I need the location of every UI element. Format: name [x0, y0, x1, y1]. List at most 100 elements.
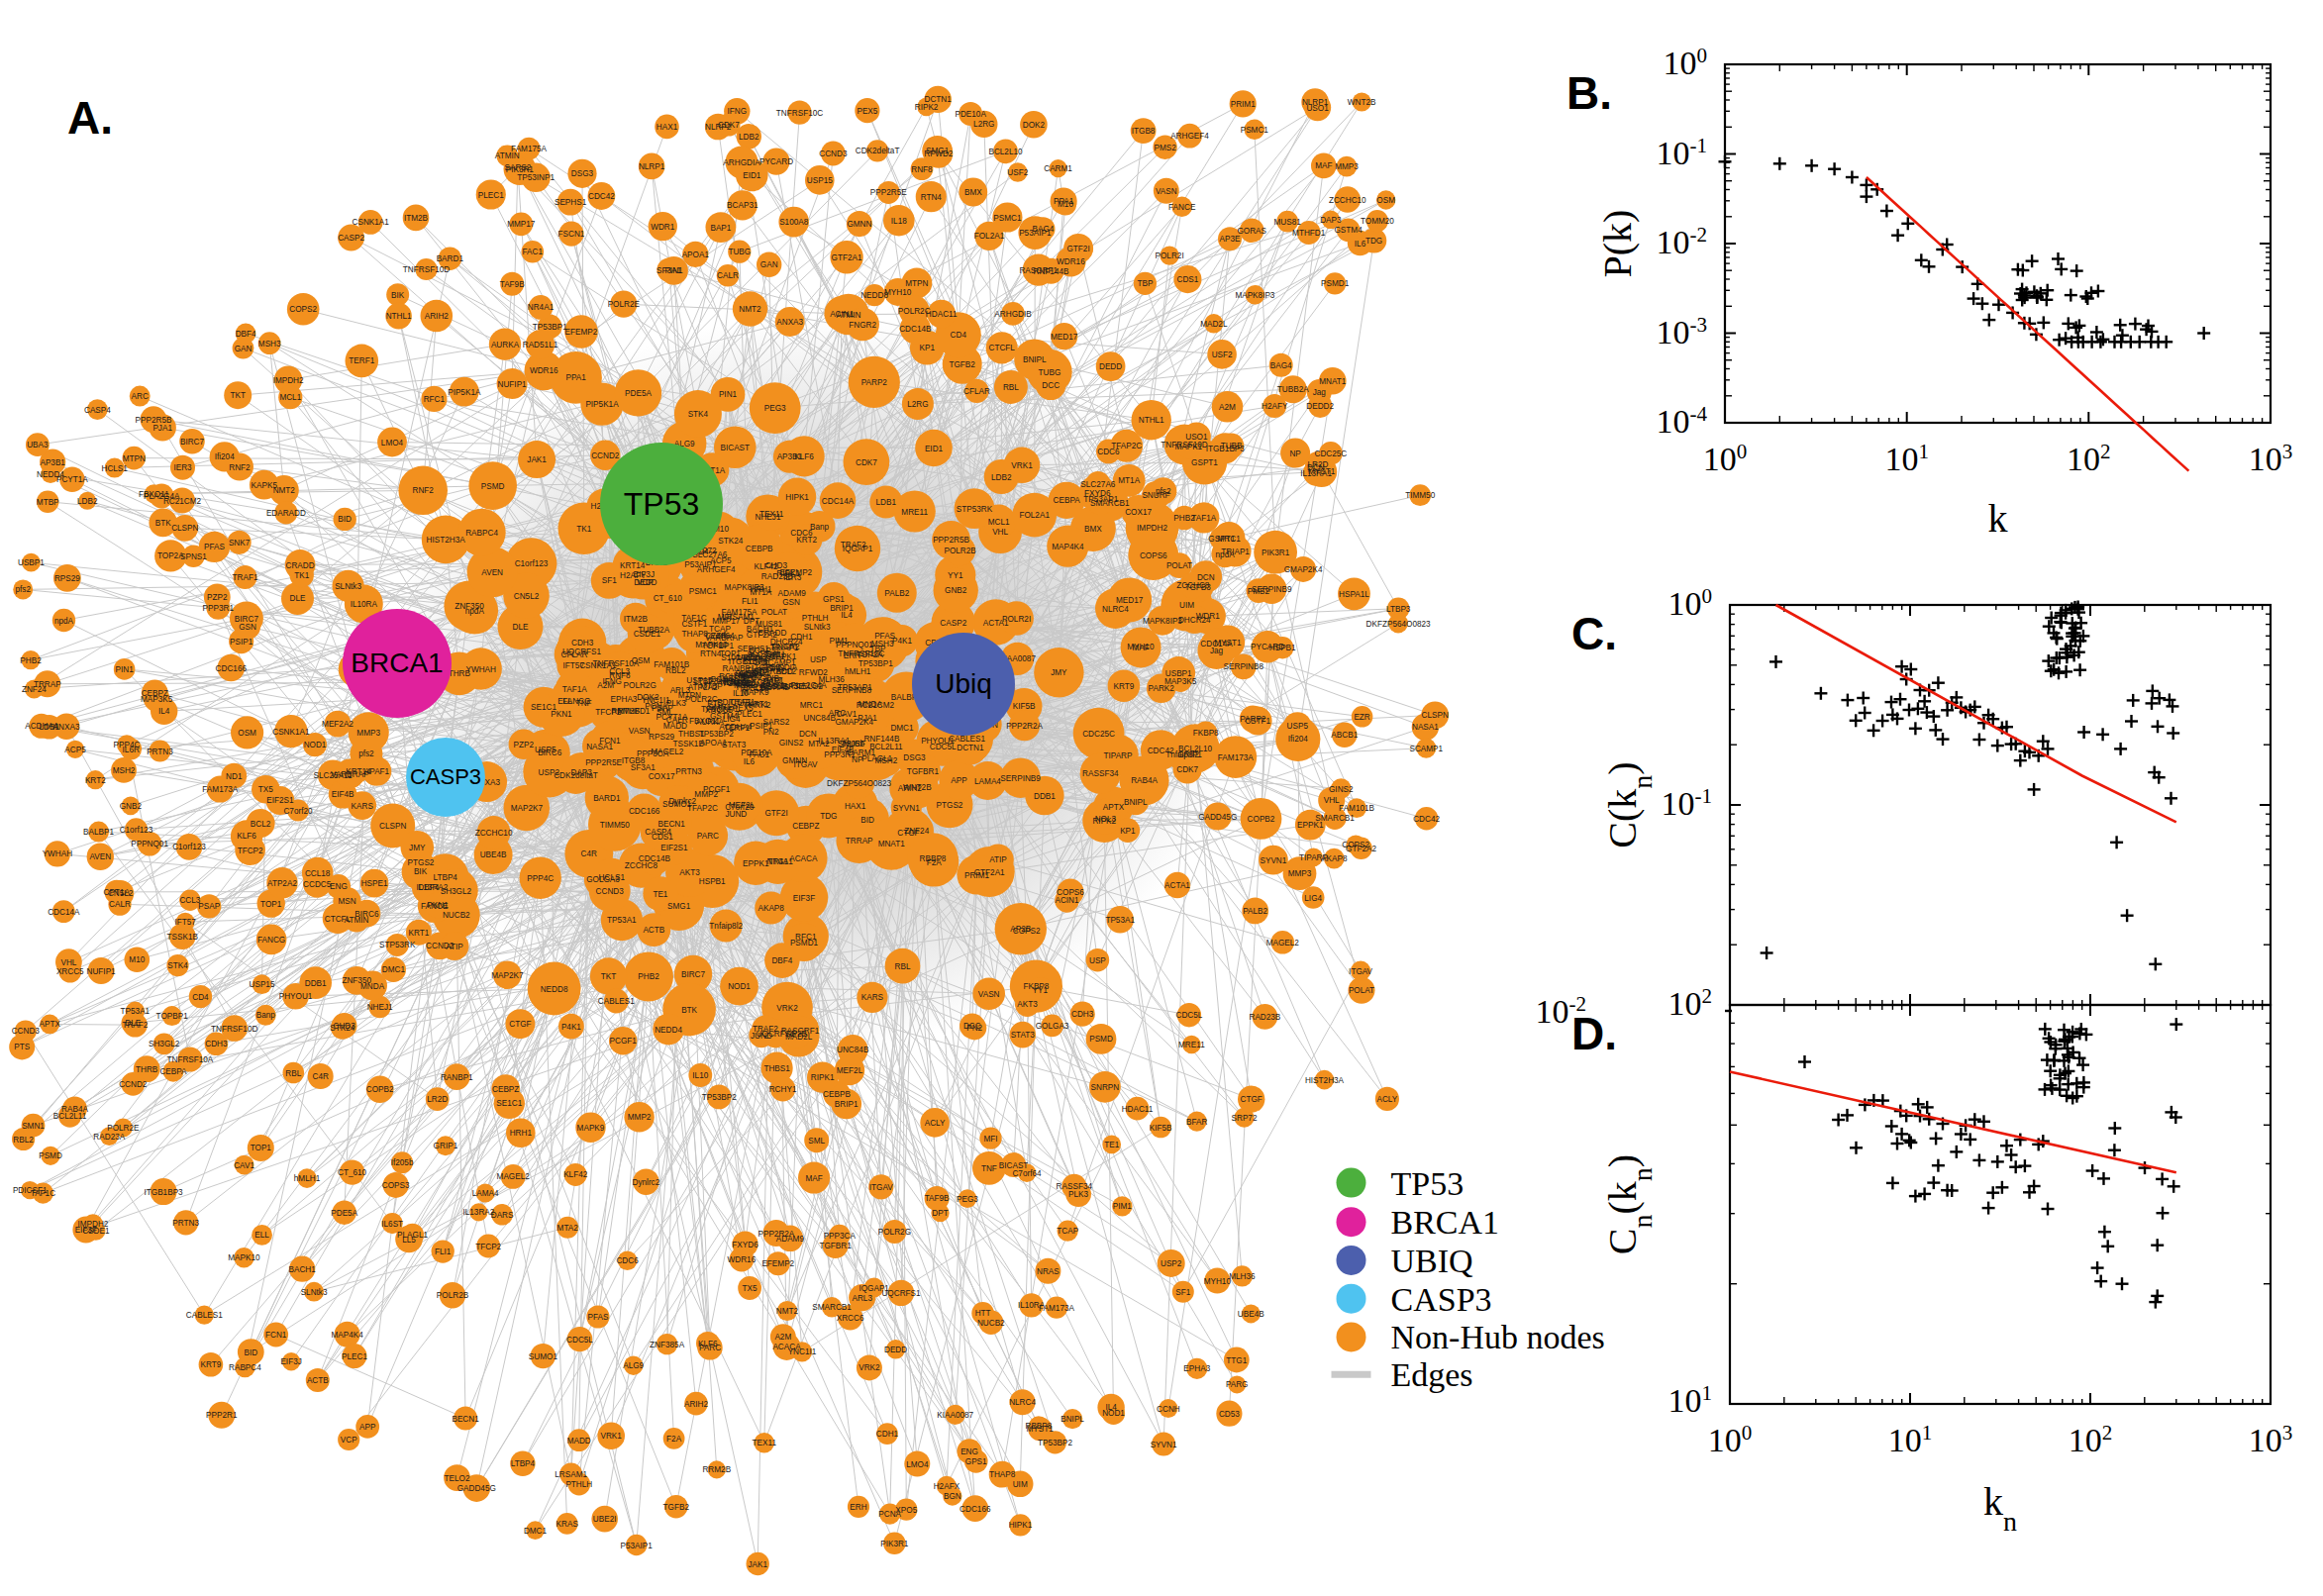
svg-text:CSDE1: CSDE1 — [634, 630, 661, 639]
svg-text:YWHAH: YWHAH — [465, 665, 496, 674]
svg-text:RAD23B: RAD23B — [761, 572, 793, 581]
svg-text:SPNS1: SPNS1 — [180, 552, 207, 561]
svg-text:NOD1: NOD1 — [728, 982, 751, 991]
svg-text:PRTN3: PRTN3 — [675, 767, 702, 776]
svg-text:CDH1: CDH1 — [876, 1430, 899, 1439]
svg-text:MMP17: MMP17 — [507, 220, 536, 229]
svg-text:PPA1: PPA1 — [565, 373, 586, 382]
svg-text:PPP2R2A: PPP2R2A — [1006, 722, 1043, 731]
svg-text:If205b: If205b — [391, 1158, 414, 1167]
svg-text:TP53BP1: TP53BP1 — [533, 323, 567, 332]
svg-text:C7orf20: C7orf20 — [283, 807, 313, 816]
svg-text:BRCA1: BRCA1 — [1391, 1204, 1500, 1241]
svg-text:Dynlrc2: Dynlrc2 — [633, 1178, 660, 1187]
svg-text:GSTM4: GSTM4 — [710, 712, 739, 721]
svg-text:CDC14B: CDC14B — [639, 854, 671, 863]
svg-text:PLA2G4A: PLA2G4A — [144, 492, 180, 501]
svg-text:TUBG: TUBG — [1039, 368, 1061, 377]
svg-text:DBF4: DBF4 — [771, 956, 792, 965]
svg-text:D.: D. — [1571, 1008, 1617, 1059]
svg-text:PPP3CA: PPP3CA — [824, 1232, 857, 1241]
svg-text:POLAT: POLAT — [1166, 561, 1192, 570]
svg-text:AKAP8: AKAP8 — [758, 904, 784, 913]
svg-text:MEF2L: MEF2L — [837, 1066, 863, 1075]
svg-text:VRK1: VRK1 — [1011, 461, 1033, 470]
svg-text:TRRAP: TRRAP — [34, 680, 61, 689]
svg-text:Tnfaip8l2: Tnfaip8l2 — [1165, 750, 1199, 759]
svg-text:MCL1: MCL1 — [279, 393, 301, 402]
svg-text:FOL2A1: FOL2A1 — [974, 232, 1005, 241]
svg-text:DSG3: DSG3 — [903, 753, 926, 762]
svg-text:MYH10: MYH10 — [1204, 1277, 1232, 1286]
svg-text:EID1: EID1 — [925, 445, 944, 453]
svg-text:CALR: CALR — [717, 271, 739, 280]
svg-text:TNFRSF10D: TNFRSF10D — [403, 265, 450, 274]
svg-text:RPS29: RPS29 — [649, 733, 674, 742]
svg-text:CD4: CD4 — [192, 993, 209, 1002]
svg-text:CEBPB: CEBPB — [746, 545, 773, 553]
svg-text:JUND: JUND — [751, 1032, 772, 1041]
svg-text:RNF8: RNF8 — [911, 165, 933, 174]
svg-text:ACIN1: ACIN1 — [1055, 896, 1079, 905]
svg-text:USP: USP — [810, 655, 827, 664]
svg-text:SF1: SF1 — [602, 576, 617, 585]
svg-text:PRIM1: PRIM1 — [964, 871, 989, 880]
svg-text:SYVN1: SYVN1 — [893, 804, 920, 813]
svg-text:CSNK1A1: CSNK1A1 — [353, 218, 390, 227]
svg-text:CDC42: CDC42 — [1413, 815, 1440, 824]
svg-text:USP: USP — [1089, 956, 1106, 965]
svg-text:DOK2: DOK2 — [1023, 121, 1046, 130]
svg-text:PARC: PARC — [697, 832, 719, 841]
svg-text:SARS2: SARS2 — [762, 718, 789, 727]
svg-text:Ifi204: Ifi204 — [1288, 735, 1308, 744]
svg-text:Edges: Edges — [1391, 1356, 1473, 1393]
svg-text:ANXA3: ANXA3 — [53, 723, 80, 732]
svg-text:RANBP1: RANBP1 — [441, 1073, 473, 1082]
svg-text:EFEMP2: EFEMP2 — [565, 328, 598, 337]
svg-text:DEDD: DEDD — [1099, 362, 1122, 371]
svg-text:APP: APP — [951, 776, 967, 785]
svg-text:COPS2: COPS2 — [1342, 841, 1369, 849]
svg-text:MRE11: MRE11 — [1178, 1041, 1205, 1049]
svg-text:KRT9: KRT9 — [1114, 682, 1135, 691]
svg-text:BIK: BIK — [414, 867, 428, 876]
svg-text:VRK1: VRK1 — [601, 1432, 623, 1441]
svg-text:ACACA: ACACA — [772, 1343, 801, 1351]
svg-text:FXYD6: FXYD6 — [732, 1241, 758, 1249]
svg-text:100: 100 — [1703, 440, 1748, 477]
svg-text:NEDD8: NEDD8 — [541, 985, 568, 994]
svg-text:TAF1C: TAF1C — [681, 614, 706, 623]
svg-text:VRK2: VRK2 — [776, 1004, 798, 1013]
svg-text:IQGAP1: IQGAP1 — [843, 545, 873, 553]
svg-text:SUMO1: SUMO1 — [662, 800, 692, 809]
svg-text:CDC14A: CDC14A — [48, 908, 80, 917]
svg-text:SARS2: SARS2 — [504, 163, 531, 172]
svg-text:POLR2G: POLR2G — [878, 1228, 911, 1237]
svg-text:GAN: GAN — [760, 260, 778, 269]
svg-text:GTF2I: GTF2I — [1066, 245, 1089, 253]
svg-text:TGFB2: TGFB2 — [663, 1503, 690, 1512]
svg-text:MAPK8IP3: MAPK8IP3 — [1235, 291, 1274, 300]
svg-text:CTGF: CTGF — [1241, 1095, 1262, 1104]
svg-text:BIRC6: BIRC6 — [354, 910, 379, 919]
svg-text:SERPINB9: SERPINB9 — [1252, 585, 1292, 594]
svg-text:ENG: ENG — [960, 1447, 978, 1456]
svg-text:TRIAP1: TRIAP1 — [1221, 548, 1250, 556]
svg-text:kn: kn — [1983, 1479, 2017, 1537]
svg-text:101: 101 — [1884, 440, 1929, 477]
svg-text:DEDD2: DEDD2 — [1306, 402, 1334, 411]
svg-text:POLR2G: POLR2G — [624, 681, 656, 690]
svg-text:OSM: OSM — [1376, 196, 1395, 205]
svg-text:GSPT1: GSPT1 — [1191, 458, 1218, 467]
svg-text:ANXA3: ANXA3 — [776, 318, 803, 327]
svg-text:COPB2: COPB2 — [366, 1085, 394, 1094]
svg-text:PZP2: PZP2 — [514, 741, 535, 749]
svg-text:CCND3: CCND3 — [819, 150, 848, 158]
svg-text:VCP: VCP — [637, 578, 654, 587]
svg-text:PZP2: PZP2 — [207, 593, 228, 602]
svg-text:hMLH1: hMLH1 — [845, 667, 871, 676]
svg-text:100: 100 — [1663, 44, 1707, 81]
svg-text:ATIP: ATIP — [989, 855, 1007, 864]
svg-text:CD53: CD53 — [1219, 1410, 1240, 1419]
svg-text:RNF2: RNF2 — [413, 486, 435, 495]
